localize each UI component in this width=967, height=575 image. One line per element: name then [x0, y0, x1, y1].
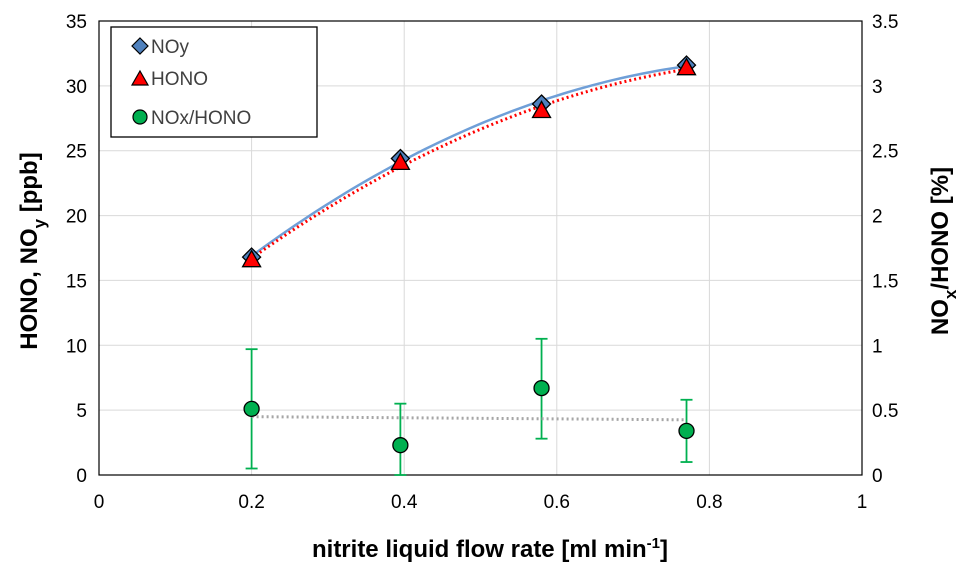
error-bars	[245, 337, 693, 476]
legend-noxhono-circle-icon	[132, 109, 148, 125]
y2-axis-title: NOx/HONO [%]	[927, 167, 960, 335]
y-tick-label-2: 10	[66, 336, 87, 357]
y-tick-label-5: 25	[66, 142, 87, 163]
y2-tick-label-3: 1.5	[872, 271, 898, 292]
y2-tick-label-1: 0.5	[872, 401, 898, 422]
x-tick-label-4: 0.8	[696, 492, 722, 513]
y2-tick-label-4: 2	[872, 207, 883, 228]
legend-label-hono: HONO	[151, 69, 208, 90]
y2-tick-label-2: 1	[872, 336, 883, 357]
y-tick-label-7: 35	[66, 12, 87, 33]
marker-hono-0	[241, 249, 262, 268]
y-tick-label-6: 30	[66, 77, 87, 98]
x-tick-label-3: 0.6	[544, 492, 570, 513]
tick-labels: 0 0.2 0.4 0.6 0.8 10510152025303500.511.522.5…	[66, 12, 899, 513]
trendline-noy	[250, 64, 687, 258]
plot-frame	[98, 20, 863, 476]
y-tick-label-1: 5	[76, 401, 87, 422]
y-tick-label-0: 0	[76, 466, 87, 487]
marker-hono-3	[676, 57, 697, 76]
data-markers	[241, 55, 697, 454]
trendlines	[250, 64, 687, 422]
x-tick-label-5: 1	[857, 492, 868, 513]
y-tick-label-3: 15	[66, 271, 87, 292]
plot-area-border	[98, 20, 863, 476]
x-tick-label-2: 0.4	[391, 492, 418, 513]
y-tick-label-4: 20	[66, 207, 87, 228]
marker-hono-1	[390, 152, 411, 171]
y2-tick-label-0: 0	[872, 466, 883, 487]
x-axis-title: nitrite liquid flow rate [ml min-1]	[312, 535, 668, 563]
marker-nox-hono-2	[533, 379, 550, 397]
marker-nox-hono-1	[392, 437, 409, 454]
legend-label-noxhono: NOx/HONO	[151, 108, 251, 129]
marker-nox-hono-3	[678, 422, 695, 440]
legend: NOy HONO NOx/HONO	[110, 26, 318, 138]
legend-noy-diamond-icon	[131, 37, 149, 55]
x-tick-label-0: 0	[94, 492, 105, 513]
y2-tick-label-6: 3	[872, 77, 883, 98]
marker-nox-hono-0	[243, 400, 260, 417]
trendline-nox-hono	[251, 415, 687, 422]
x-tick-label-1: 0.2	[238, 492, 264, 513]
legend-hono-triangle-icon	[130, 69, 150, 86]
legend-label-noy: NOy	[151, 37, 190, 58]
y2-tick-label-5: 2.5	[872, 142, 898, 163]
trendline-hono	[250, 67, 687, 260]
marker-hono-2	[531, 100, 552, 119]
y-axis-title: HONO, NOy [ppb]	[16, 152, 49, 349]
y2-tick-label-7: 3.5	[872, 12, 898, 33]
